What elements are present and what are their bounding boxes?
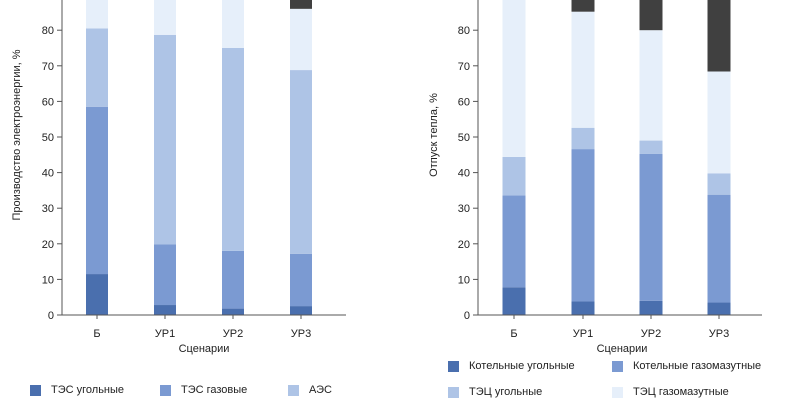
y-axis-label: Производство электроэнергии, % bbox=[11, 49, 23, 220]
legend-item-gas-boilers: Котельные газомазутные bbox=[612, 360, 761, 372]
y-tick-label: 70 bbox=[42, 61, 54, 73]
x-tick-label: УР3 bbox=[291, 328, 311, 340]
y-tick-label: 30 bbox=[458, 203, 470, 215]
bar-segment-УР2-3 bbox=[222, 0, 244, 48]
bar-segment-УР2-3 bbox=[639, 30, 663, 141]
legend-item-gas-tec: ТЭЦ газомазутные bbox=[612, 386, 729, 398]
y-tick-label: 80 bbox=[42, 25, 54, 37]
bar-segment-УР1-3 bbox=[154, 0, 176, 35]
bar-segment-УР1-0 bbox=[571, 301, 595, 315]
y-tick-label: 0 bbox=[464, 310, 470, 322]
y-tick-label: 50 bbox=[458, 132, 470, 144]
bar-segment-УР2-1 bbox=[639, 153, 663, 301]
bar-segment-Б-3 bbox=[86, 0, 108, 29]
y-tick-label: 0 bbox=[48, 310, 54, 322]
bar-segment-УР1-3 bbox=[571, 11, 595, 128]
bar-segment-Б-1 bbox=[502, 195, 526, 288]
bar-segment-УР2-2 bbox=[222, 48, 244, 251]
legend-swatch bbox=[30, 384, 41, 396]
y-tick-label: 50 bbox=[42, 132, 54, 144]
y-tick-label: 40 bbox=[42, 168, 54, 180]
bar-segment-УР2-0 bbox=[222, 308, 244, 315]
y-tick-label: 60 bbox=[42, 96, 54, 108]
bar-segment-УР3-0 bbox=[707, 302, 731, 315]
bar-segment-Б-0 bbox=[502, 287, 526, 315]
bar-segment-УР3-1 bbox=[290, 253, 312, 307]
x-tick-label: УР2 bbox=[223, 328, 243, 340]
legend-label: ТЭЦ угольные bbox=[469, 386, 543, 398]
bar-segment-УР2-2 bbox=[639, 140, 663, 154]
bar-segment-Б-2 bbox=[86, 28, 108, 107]
bar-segment-УР2-1 bbox=[222, 250, 244, 309]
bar-segment-УР3-2 bbox=[707, 173, 731, 195]
x-tick-label: Б bbox=[510, 328, 517, 340]
y-tick-label: 10 bbox=[42, 274, 54, 286]
bar-segment-УР3-4 bbox=[290, 0, 312, 9]
y-tick-label: 30 bbox=[42, 203, 54, 215]
legend-swatch bbox=[288, 384, 299, 396]
legend-item-aes: АЭС bbox=[288, 384, 332, 396]
bar-segment-УР1-1 bbox=[571, 149, 595, 302]
bar-segment-УР1-1 bbox=[154, 244, 176, 306]
bar-segment-УР3-3 bbox=[290, 8, 312, 71]
bar-segment-УР3-4 bbox=[707, 0, 731, 72]
y-tick-label: 60 bbox=[458, 96, 470, 108]
y-tick-label: 10 bbox=[458, 274, 470, 286]
bar-segment-УР1-0 bbox=[154, 305, 176, 315]
bar-segment-Б-2 bbox=[502, 156, 526, 196]
y-tick-label: 70 bbox=[458, 61, 470, 73]
x-tick-label: Б bbox=[93, 328, 100, 340]
y-tick-label: 20 bbox=[42, 239, 54, 251]
legend-label: Котельные угольные bbox=[469, 360, 575, 372]
legend-label: АЭС bbox=[309, 384, 332, 396]
y-axis-label: Отпуск тепла, % bbox=[428, 93, 440, 177]
x-tick-label: УР2 bbox=[641, 328, 661, 340]
y-tick-label: 80 bbox=[458, 25, 470, 37]
x-tick-label: УР3 bbox=[709, 328, 729, 340]
legend-item-coal-tec: ТЭЦ угольные bbox=[448, 386, 542, 398]
legend-swatch bbox=[612, 360, 623, 372]
legend-swatch bbox=[448, 386, 459, 398]
bar-segment-УР3-3 bbox=[707, 71, 731, 174]
x-axis-label: Сценарии bbox=[597, 343, 648, 355]
x-tick-label: УР1 bbox=[155, 328, 175, 340]
bar-segment-УР1-4 bbox=[571, 0, 595, 12]
x-tick-label: УР1 bbox=[573, 328, 593, 340]
bar-segment-УР3-0 bbox=[290, 306, 312, 315]
legend-item-coal-boilers: Котельные угольные bbox=[448, 360, 575, 372]
bar-segment-УР2-0 bbox=[639, 300, 663, 315]
bar-segment-Б-1 bbox=[86, 106, 108, 275]
legend-swatch bbox=[612, 386, 623, 398]
y-tick-label: 20 bbox=[458, 239, 470, 251]
legend-label: ТЭЦ газомазутные bbox=[633, 386, 729, 398]
y-tick-label: 40 bbox=[458, 168, 470, 180]
legend-swatch bbox=[160, 384, 171, 396]
legend-swatch bbox=[448, 360, 459, 372]
bar-segment-Б-3 bbox=[502, 0, 526, 157]
legend-item-coal-tes: ТЭС угольные bbox=[30, 384, 124, 396]
legend-label: ТЭС угольные bbox=[51, 384, 125, 396]
legend-label: ТЭС газовые bbox=[181, 384, 248, 396]
bar-segment-УР3-1 bbox=[707, 194, 731, 303]
bar-segment-УР1-2 bbox=[154, 34, 176, 245]
bar-segment-УР2-4 bbox=[639, 0, 663, 31]
bar-segment-УР1-2 bbox=[571, 127, 595, 150]
bar-segment-УР3-2 bbox=[290, 70, 312, 254]
bar-segment-Б-0 bbox=[86, 274, 108, 315]
legend-label: Котельные газомазутные bbox=[633, 360, 762, 372]
legend-item-gas-tes: ТЭС газовые bbox=[160, 384, 247, 396]
x-axis-label: Сценарии bbox=[179, 343, 230, 355]
